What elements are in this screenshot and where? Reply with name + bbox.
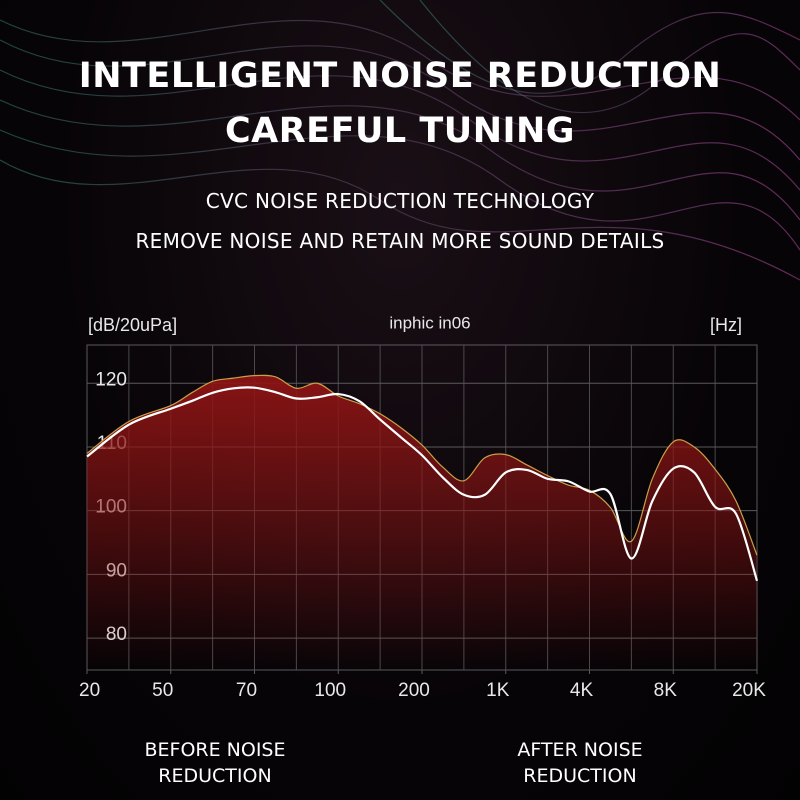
title-line: INTELLIGENT NOISE REDUCTION bbox=[78, 56, 722, 96]
y-axis-label: [dB/20uPa] bbox=[88, 315, 177, 335]
x-axis-label: [Hz] bbox=[710, 315, 742, 335]
line bbox=[86, 374, 758, 556]
x-tick-label: 8K bbox=[654, 680, 678, 701]
chart-title: inphic in06 bbox=[389, 313, 470, 332]
subtitle-line: REMOVE NOISE AND RETAIN MORE SOUND DETAI… bbox=[135, 229, 665, 253]
wave-lines bbox=[0, 0, 800, 281]
x-tick-label: 50 bbox=[152, 680, 173, 701]
x-tick-label: 20K bbox=[732, 680, 766, 701]
subtitle-line: CVC NOISE REDUCTION TECHNOLOGY bbox=[205, 189, 595, 213]
legend-label: AFTER NOISE REDUCTION bbox=[517, 739, 643, 787]
x-tick-label: 200 bbox=[398, 680, 430, 701]
line bbox=[86, 386, 759, 582]
x-tick-label: 4K bbox=[570, 680, 594, 701]
x-tick-label: 20 bbox=[79, 680, 100, 701]
x-tick-label: 100 bbox=[314, 680, 346, 701]
legend-label: BEFORE NOISE REDUCTION bbox=[144, 739, 286, 787]
x-tick-label: 1K bbox=[486, 680, 510, 701]
title-line: CAREFUL TUNING bbox=[224, 111, 576, 151]
x-tick-label: 70 bbox=[236, 680, 257, 701]
y-tick-label: 120 bbox=[95, 369, 127, 390]
area bbox=[87, 375, 757, 670]
